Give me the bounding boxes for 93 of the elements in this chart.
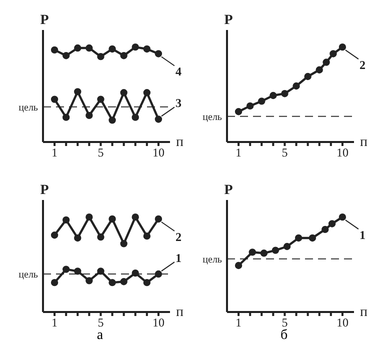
point <box>154 50 162 58</box>
point <box>132 213 139 221</box>
x-tick-label: 10 <box>336 316 348 330</box>
ref-line-label: цель <box>18 270 38 281</box>
point <box>132 43 139 51</box>
x-axis-title: п <box>360 304 368 320</box>
x-tick-label: 10 <box>152 146 164 160</box>
y-axis-title: P <box>40 13 50 28</box>
series-label: 3 <box>175 96 182 110</box>
point <box>154 270 162 278</box>
y-axis-title: P <box>224 183 234 198</box>
point <box>74 268 82 275</box>
x-tick-label: 1 <box>236 146 242 160</box>
point <box>86 213 93 221</box>
text: а <box>96 328 104 344</box>
point <box>108 215 116 223</box>
point <box>74 234 82 242</box>
x-tick-label: 5 <box>282 146 288 160</box>
point <box>50 96 58 103</box>
point <box>62 216 70 224</box>
point <box>120 89 128 96</box>
point <box>97 96 104 103</box>
x-tick-label: 1 <box>52 316 58 330</box>
x-tick-label: 5 <box>282 316 288 330</box>
point <box>108 116 116 124</box>
point <box>50 46 58 54</box>
point <box>50 278 58 286</box>
point <box>50 232 58 239</box>
point <box>97 233 104 241</box>
point <box>234 108 242 116</box>
y-axis-title: P <box>40 183 50 198</box>
point <box>108 45 116 53</box>
x-axis-title: п <box>360 134 368 150</box>
y-axis-title: P <box>224 13 234 28</box>
point <box>328 220 336 228</box>
point <box>272 246 280 254</box>
point <box>86 112 93 120</box>
legend-label: 2 <box>359 58 366 72</box>
x-tick-label: 5 <box>98 146 104 160</box>
x-tick-label: 1 <box>52 146 58 160</box>
text: б <box>279 328 289 344</box>
x-tick-label: 10 <box>336 146 348 160</box>
ref-line-label: цель <box>202 254 222 266</box>
point <box>120 240 128 248</box>
point <box>143 278 151 286</box>
point <box>62 52 70 60</box>
point <box>86 44 93 52</box>
point <box>97 268 104 275</box>
point <box>304 72 312 80</box>
x-tick-label: 1 <box>236 316 242 330</box>
point <box>154 215 162 223</box>
point <box>132 269 139 277</box>
x-axis-title: п <box>176 134 184 150</box>
x-tick-label: 5 <box>98 316 104 330</box>
point <box>234 262 242 270</box>
point <box>120 52 128 60</box>
x-axis-title: п <box>176 304 184 320</box>
point <box>294 234 302 242</box>
point <box>330 50 337 58</box>
ref-line-label: цель <box>18 102 38 114</box>
point <box>281 90 288 98</box>
point <box>62 266 70 273</box>
point <box>154 116 162 123</box>
point <box>132 114 139 121</box>
x-tick-label: 10 <box>152 316 164 330</box>
legend-label: 4 <box>175 64 182 79</box>
point <box>62 114 70 121</box>
point <box>74 88 82 96</box>
point <box>308 234 316 242</box>
point <box>260 250 268 257</box>
ref-line-label: цель <box>202 112 222 123</box>
point <box>283 242 291 250</box>
point <box>338 43 346 51</box>
point <box>322 58 330 66</box>
point <box>258 98 266 105</box>
point <box>292 82 300 90</box>
series-label: 1 <box>175 251 182 266</box>
point <box>86 277 93 284</box>
point <box>143 45 151 53</box>
point <box>316 66 323 74</box>
legend-label: 1 <box>359 228 366 242</box>
point <box>74 44 82 52</box>
legend-label: 2 <box>175 230 182 244</box>
point <box>143 89 151 96</box>
point <box>322 226 329 234</box>
point <box>246 102 254 110</box>
point <box>120 278 128 286</box>
point <box>97 52 104 60</box>
point <box>248 248 256 256</box>
point <box>108 278 116 286</box>
point <box>338 213 346 221</box>
point <box>270 92 277 100</box>
point <box>143 232 151 240</box>
